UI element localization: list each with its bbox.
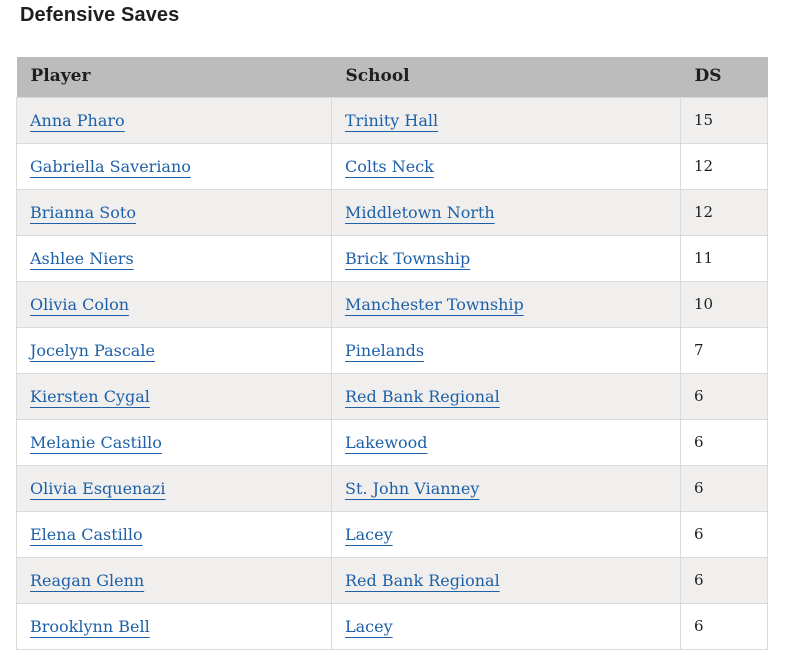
player-link[interactable]: Ashlee Niers [30, 248, 134, 268]
defensive-saves-table: Player School DS Anna Pharo Trinity Hall 1… [16, 57, 768, 650]
school-link[interactable]: Red Bank Regional [345, 386, 500, 406]
player-link[interactable]: Reagan Glenn [30, 570, 145, 590]
player-link[interactable]: Melanie Castillo [30, 432, 162, 452]
school-link[interactable]: St. John Vianney [345, 478, 480, 498]
table-row: Melanie Castillo Lakewood 6 [16, 418, 768, 466]
school-cell: Red Bank Regional [331, 372, 681, 420]
table-body: Anna Pharo Trinity Hall 15 Gabriella Saveri… [16, 96, 768, 650]
table-row: Jocelyn Pascale Pinelands 7 [16, 326, 768, 374]
school-link[interactable]: Red Bank Regional [345, 570, 500, 590]
table-row: Reagan Glenn Red Bank Regional 6 [16, 556, 768, 604]
school-cell: Manchester Township [331, 280, 681, 328]
ds-value: 7 [680, 326, 768, 374]
ds-value: 12 [680, 188, 768, 236]
school-cell: Pinelands [331, 326, 681, 374]
school-link[interactable]: Pinelands [345, 340, 425, 360]
school-cell: Lacey [331, 510, 681, 558]
ds-value: 6 [680, 556, 768, 604]
player-cell: Elena Castillo [16, 510, 332, 558]
player-link[interactable]: Kiersten Cygal [30, 386, 150, 406]
school-link[interactable]: Trinity Hall [345, 110, 439, 130]
school-cell: Brick Township [331, 234, 681, 282]
school-link[interactable]: Lacey [345, 616, 393, 636]
table-row: Kiersten Cygal Red Bank Regional 6 [16, 372, 768, 420]
ds-value: 11 [680, 234, 768, 282]
player-cell: Melanie Castillo [16, 418, 332, 466]
school-cell: Colts Neck [331, 142, 681, 190]
table-row: Olivia Esquenazi St. John Vianney 6 [16, 464, 768, 512]
school-link[interactable]: Middletown North [345, 202, 495, 222]
table-row: Gabriella Saveriano Colts Neck 12 [16, 142, 768, 190]
school-cell: St. John Vianney [331, 464, 681, 512]
column-header-school: School [331, 57, 681, 97]
table-row: Ashlee Niers Brick Township 11 [16, 234, 768, 282]
player-cell: Kiersten Cygal [16, 372, 332, 420]
ds-value: 6 [680, 372, 768, 420]
player-cell: Ashlee Niers [16, 234, 332, 282]
player-link[interactable]: Brianna Soto [30, 202, 136, 222]
ds-value: 6 [680, 602, 768, 650]
school-link[interactable]: Lakewood [345, 432, 428, 452]
player-link[interactable]: Gabriella Saveriano [30, 156, 191, 176]
player-cell: Olivia Esquenazi [16, 464, 332, 512]
school-link[interactable]: Brick Township [345, 248, 471, 268]
school-link[interactable]: Colts Neck [345, 156, 434, 176]
player-link[interactable]: Brooklynn Bell [30, 616, 150, 636]
table-row: Brianna Soto Middletown North 12 [16, 188, 768, 236]
ds-value: 10 [680, 280, 768, 328]
school-cell: Lacey [331, 602, 681, 650]
column-header-player: Player [16, 57, 332, 97]
school-cell: Lakewood [331, 418, 681, 466]
table-row: Anna Pharo Trinity Hall 15 [16, 96, 768, 144]
table-row: Elena Castillo Lacey 6 [16, 510, 768, 558]
player-link[interactable]: Jocelyn Pascale [30, 340, 155, 360]
player-link[interactable]: Anna Pharo [30, 110, 125, 130]
table-header-row: Player School DS [16, 57, 768, 97]
player-cell: Anna Pharo [16, 96, 332, 144]
table-row: Olivia Colon Manchester Township 10 [16, 280, 768, 328]
player-cell: Olivia Colon [16, 280, 332, 328]
page: Defensive Saves Player School DS Anna Ph… [0, 3, 786, 650]
school-link[interactable]: Manchester Township [345, 294, 524, 314]
ds-value: 6 [680, 464, 768, 512]
page-title: Defensive Saves [20, 4, 180, 26]
ds-value: 12 [680, 142, 768, 190]
school-cell: Red Bank Regional [331, 556, 681, 604]
school-cell: Trinity Hall [331, 96, 681, 144]
player-link[interactable]: Olivia Colon [30, 294, 130, 314]
player-link[interactable]: Elena Castillo [30, 524, 143, 544]
player-cell: Brooklynn Bell [16, 602, 332, 650]
ds-value: 15 [680, 96, 768, 144]
player-link[interactable]: Olivia Esquenazi [30, 478, 166, 498]
player-cell: Jocelyn Pascale [16, 326, 332, 374]
ds-value: 6 [680, 510, 768, 558]
table-row: Brooklynn Bell Lacey 6 [16, 602, 768, 650]
ds-value: 6 [680, 418, 768, 466]
player-cell: Gabriella Saveriano [16, 142, 332, 190]
school-cell: Middletown North [331, 188, 681, 236]
player-cell: Brianna Soto [16, 188, 332, 236]
school-link[interactable]: Lacey [345, 524, 393, 544]
column-header-ds: DS [680, 57, 768, 97]
player-cell: Reagan Glenn [16, 556, 332, 604]
